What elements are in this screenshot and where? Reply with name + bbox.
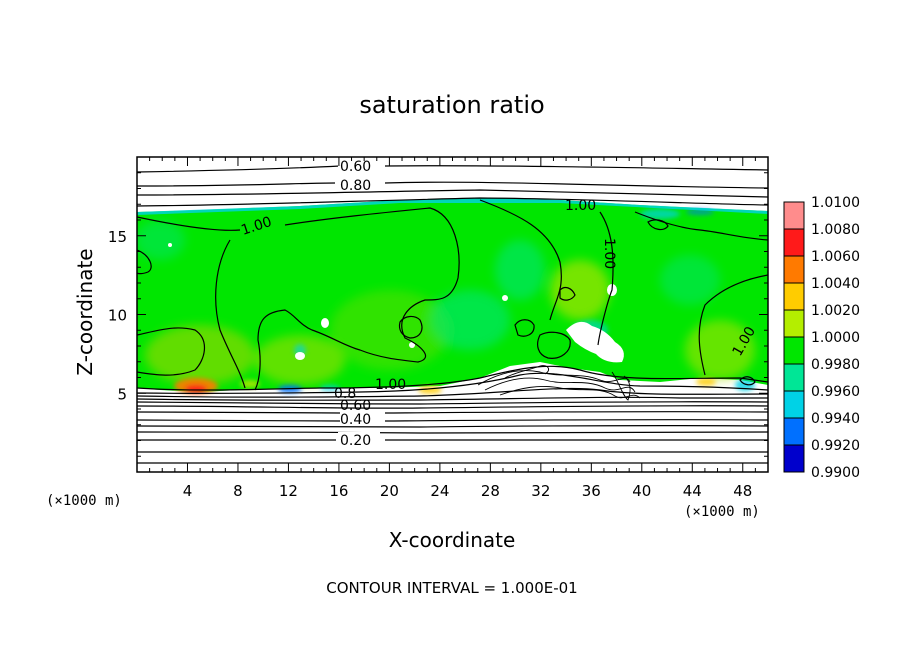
- contour-label-0-60-low: 0.60: [340, 398, 371, 414]
- contours-lower: [137, 365, 768, 464]
- contour-label-1-00-low: 1.00: [375, 377, 406, 393]
- x-tick-label: 24: [430, 482, 449, 500]
- contour-label-0-60-top: 0.60: [340, 159, 371, 175]
- contours-upper: [137, 165, 768, 207]
- colorbar-label: 0.9920: [811, 438, 860, 454]
- colorbar-swatch: [784, 418, 804, 445]
- contours-dry-region: [477, 365, 641, 401]
- x-tick-label: 48: [733, 482, 752, 500]
- x-axis-label: X-coordinate: [389, 528, 516, 552]
- y-tick-label: 10: [108, 307, 127, 325]
- colorbar-swatch: [784, 202, 804, 229]
- colorbar-label: 1.0000: [811, 330, 860, 346]
- colorbar-label: 0.9900: [811, 465, 860, 481]
- colorbar-swatch: [784, 364, 804, 391]
- x-tick-label: 16: [329, 482, 348, 500]
- x-tick-label: 40: [632, 482, 651, 500]
- colorbar-label: 0.9980: [811, 357, 860, 373]
- contour-interval-note: CONTOUR INTERVAL = 1.000E-01: [326, 579, 577, 597]
- colorbar-swatch: [784, 256, 804, 283]
- colorbar-swatch: [784, 337, 804, 364]
- colorbar-label: 1.0060: [811, 249, 860, 265]
- contour-label-0-80-top: 0.80: [340, 178, 371, 194]
- y-tick-label: 5: [117, 385, 127, 403]
- contour-label-0-8-low: 0.8: [334, 386, 356, 402]
- y-axis-unit: (×1000 m): [46, 493, 122, 509]
- contour-label-0-20: 0.20: [340, 433, 371, 449]
- x-tick-label: 32: [531, 482, 550, 500]
- colorbar-swatch: [784, 445, 804, 472]
- colorbar-label: 0.9960: [811, 384, 860, 400]
- colorbar-label: 1.0040: [811, 276, 860, 292]
- x-tick-label: 8: [233, 482, 243, 500]
- colorbar-swatch: [784, 310, 804, 337]
- colorbar-label: 1.0020: [811, 303, 860, 319]
- colorbar: 1.0100 1.0080 1.0060 1.0040 1.0020 1.0000 0.99…: [783, 195, 860, 481]
- contour-label-masks: [338, 159, 380, 447]
- contour-label-1-00-top: 1.00: [565, 198, 596, 214]
- field-top-band: [137, 198, 768, 215]
- contour-label-1-00-vertical: 1.00: [601, 238, 617, 269]
- colorbar-label: 1.0080: [811, 222, 860, 238]
- x-tick-label: 36: [582, 482, 601, 500]
- x-tick-label: 44: [683, 482, 702, 500]
- colorbar-label: 0.9940: [811, 411, 860, 427]
- contours-cloud: [137, 199, 768, 391]
- x-tick-label: 28: [481, 482, 500, 500]
- y-axis-ticks: 5 10 15: [108, 172, 768, 457]
- x-tick-label: 12: [279, 482, 298, 500]
- y-axis-label: Z-coordinate: [73, 248, 97, 375]
- x-tick-label: 20: [380, 482, 399, 500]
- x-tick-label: 4: [183, 482, 193, 500]
- colorbar-label: 1.0100: [811, 195, 860, 211]
- chart-title: saturation ratio: [359, 91, 544, 119]
- colorbar-swatch: [784, 391, 804, 418]
- x-axis-unit: (×1000 m): [684, 504, 760, 520]
- colorbar-swatch: [784, 229, 804, 256]
- y-tick-label: 15: [108, 228, 127, 246]
- contour-label-0-40: 0.40: [340, 412, 371, 428]
- plot-area: 0.60 0.80 1.00 1.00 1.00 1.00 0.8 1.00 0…: [137, 157, 768, 472]
- x-axis-ticks: 4 8 12 16 20 24 28 32 36 40 44 48: [149, 157, 756, 500]
- colorbar-swatch: [784, 283, 804, 310]
